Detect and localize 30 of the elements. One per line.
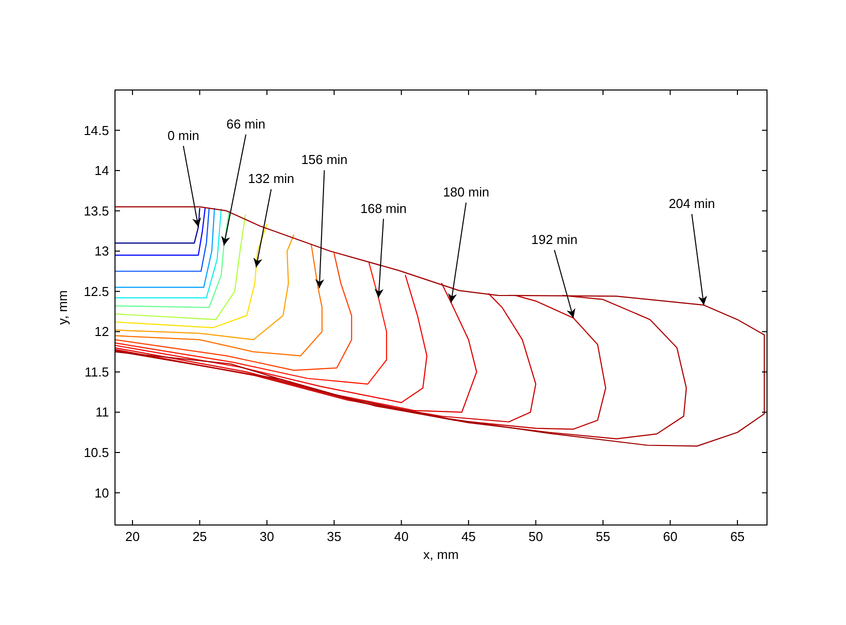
annotation: 204 min bbox=[668, 196, 715, 212]
annotation: 156 min bbox=[301, 152, 348, 168]
annotation: 180 min bbox=[442, 184, 490, 200]
x-tick-label: 35 bbox=[326, 529, 342, 544]
x-tick-label: 45 bbox=[461, 529, 476, 544]
y-tick-label: 14.5 bbox=[84, 122, 109, 138]
y-tick-label: 10 bbox=[94, 485, 109, 500]
x-tick-label: 55 bbox=[596, 529, 610, 544]
annotation: 66 min bbox=[226, 116, 266, 132]
y-tick-label: 11 bbox=[96, 404, 109, 420]
y-tick-label: 10.5 bbox=[84, 445, 109, 460]
x-tick-label: 40 bbox=[394, 529, 409, 544]
x-tick-label: 60 bbox=[662, 529, 678, 544]
x-tick-label: 25 bbox=[192, 529, 207, 544]
annotation: 192 min bbox=[531, 232, 578, 247]
y-tick-label: 13 bbox=[94, 244, 109, 259]
annotation: 0 min bbox=[167, 128, 200, 143]
y-tick-label: 13.5 bbox=[84, 203, 109, 218]
annotation: 168 min bbox=[360, 200, 407, 216]
x-tick-label: 65 bbox=[730, 529, 745, 544]
x-tick-label: 20 bbox=[125, 529, 140, 544]
x-tick-label: 30 bbox=[260, 529, 274, 544]
y-axis-title: y, mm bbox=[55, 290, 70, 325]
x-tick-label: 50 bbox=[528, 529, 544, 544]
annotation: 132 min bbox=[248, 171, 294, 186]
y-tick-label: 12.5 bbox=[84, 284, 109, 299]
y-tick-label: 12 bbox=[94, 324, 109, 340]
x-axis-title: x, mm bbox=[423, 547, 459, 562]
y-tick-label: 14 bbox=[94, 163, 109, 178]
y-tick-label: 11.5 bbox=[84, 364, 109, 380]
